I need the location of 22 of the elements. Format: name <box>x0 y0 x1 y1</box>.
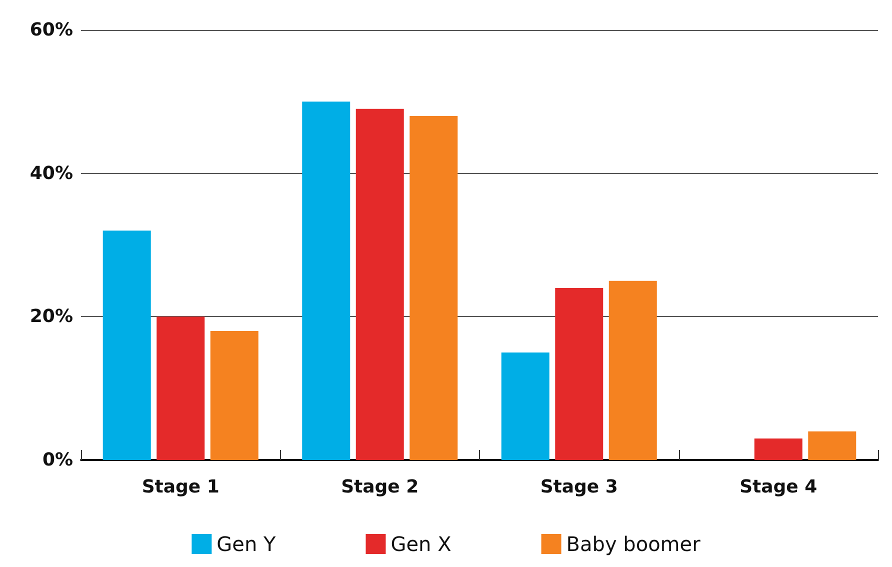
legend-label: Baby boomer <box>566 532 702 556</box>
bar <box>102 230 151 460</box>
legend-label: Gen X <box>390 532 452 556</box>
bar <box>555 288 604 460</box>
x-tick-label: Stage 3 <box>540 476 618 498</box>
y-tick-label: 60% <box>30 20 73 40</box>
bar <box>501 352 550 460</box>
y-tick-label: 0% <box>42 450 73 470</box>
bar <box>156 316 205 460</box>
bar <box>356 108 404 460</box>
x-tick-label: Stage 4 <box>740 476 818 498</box>
bar <box>754 438 802 460</box>
bar <box>302 102 350 460</box>
bar <box>608 280 657 460</box>
bar <box>410 116 458 460</box>
y-tick-label: 40% <box>30 162 73 184</box>
bar <box>808 431 856 460</box>
x-tick-label: Stage 2 <box>341 476 419 498</box>
bar <box>210 331 258 460</box>
y-tick-label: 20% <box>30 306 73 328</box>
x-tick-label: Stage 1 <box>142 476 220 498</box>
legend-label: Gen Y <box>216 532 277 556</box>
